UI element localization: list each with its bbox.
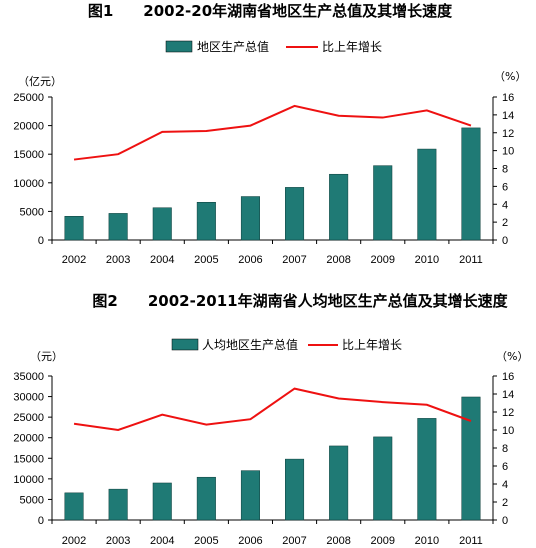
left-tick-label: 25000 (13, 92, 44, 104)
right-tick-label: 4 (502, 479, 508, 491)
bar-2002 (64, 216, 84, 241)
bar-2005 (196, 476, 216, 521)
bar-2009 (373, 165, 393, 241)
left-tick-label: 20000 (13, 433, 44, 445)
right-tick-label: 14 (502, 389, 514, 401)
right-tick-label: 0 (502, 515, 508, 527)
chart-title: 图1 2002-20年湖南省地区生产总值及其增长速度 (88, 2, 453, 20)
left-tick-label: 30000 (13, 392, 44, 404)
x-tick-label: 2008 (326, 254, 350, 266)
legend-bar-label: 地区生产总值 (197, 39, 269, 54)
legend: 人均地区生产总值 比上年增长 (171, 337, 402, 352)
legend-bar-swatch (165, 40, 193, 53)
right-axis-unit: （%） (496, 350, 528, 363)
right-tick-label: 2 (502, 217, 508, 229)
x-tick-label: 2005 (194, 535, 218, 547)
x-tick-label: 2010 (415, 254, 439, 266)
right-tick-label: 0 (502, 235, 508, 247)
bar-2010 (417, 148, 437, 241)
right-axis-unit: （%） (494, 70, 526, 83)
left-tick-label: 15000 (13, 149, 44, 161)
bar-2005 (196, 201, 216, 241)
x-tick-label: 2005 (194, 254, 218, 266)
left-tick-label: 0 (38, 515, 44, 527)
bar-2010 (417, 418, 437, 521)
x-tick-label: 2009 (371, 254, 395, 266)
bar-2007 (285, 187, 305, 241)
x-tick-label: 2002 (62, 535, 86, 547)
bar-2008 (329, 173, 349, 241)
left-tick-label: 0 (38, 235, 44, 247)
growth-line (73, 104, 472, 161)
legend: 地区生产总值 比上年增长 (165, 39, 382, 54)
right-tick-label: 8 (502, 443, 508, 455)
x-tick-label: 2007 (282, 254, 306, 266)
chart-gdp-per-capita: 图2 2002-2011年湖南省人均地区生产总值及其增长速度 （元） （%） 人… (13, 292, 528, 547)
chart-gdp: 图1 2002-20年湖南省地区生产总值及其增长速度 （亿元） （%） 地区生产… (13, 2, 526, 266)
x-tick-label: 2010 (415, 535, 439, 547)
x-tick-label: 2007 (282, 535, 306, 547)
right-tick-label: 10 (502, 146, 514, 158)
bar-2004 (152, 482, 172, 521)
x-tick-label: 2002 (62, 254, 86, 266)
right-tick-label: 8 (502, 164, 508, 176)
x-tick-label: 2011 (459, 254, 483, 266)
left-tick-label: 25000 (13, 412, 44, 424)
bar-2004 (152, 207, 172, 241)
x-tick-label: 2006 (238, 535, 262, 547)
left-axis-unit: （元） (30, 350, 63, 363)
right-tick-label: 16 (502, 371, 514, 383)
x-tick-label: 2009 (371, 535, 395, 547)
x-tick-label: 2004 (150, 535, 174, 547)
x-tick-label: 2003 (106, 254, 130, 266)
right-tick-label: 6 (502, 461, 508, 473)
left-axis-unit: （亿元） (18, 75, 62, 88)
left-tick-label: 10000 (13, 178, 44, 190)
bar-2006 (240, 470, 260, 521)
right-tick-label: 4 (502, 199, 508, 211)
left-tick-label: 10000 (13, 474, 44, 486)
right-tick-label: 2 (502, 497, 508, 509)
legend-bar-label: 人均地区生产总值 (202, 337, 298, 352)
legend-line-label: 比上年增长 (322, 40, 382, 54)
left-tick-label: 20000 (13, 121, 44, 133)
x-tick-label: 2003 (106, 535, 130, 547)
bar-2007 (285, 458, 305, 521)
right-tick-label: 16 (502, 92, 514, 104)
bar-2003 (108, 213, 128, 241)
growth-line (73, 387, 472, 432)
bar-2006 (240, 196, 260, 241)
right-tick-label: 6 (502, 181, 508, 193)
left-tick-label: 5000 (20, 494, 44, 506)
left-tick-label: 15000 (13, 453, 44, 465)
right-tick-label: 10 (502, 425, 514, 437)
chart-title: 图2 2002-2011年湖南省人均地区生产总值及其增长速度 (92, 292, 508, 310)
right-tick-label: 12 (502, 128, 514, 140)
left-tick-label: 5000 (20, 206, 44, 218)
right-tick-label: 12 (502, 407, 514, 419)
x-tick-label: 2004 (150, 254, 174, 266)
left-tick-label: 35000 (13, 371, 44, 383)
bar-2002 (64, 492, 84, 521)
x-tick-label: 2011 (459, 535, 483, 547)
bar-2011 (461, 127, 481, 241)
bar-2003 (108, 488, 128, 521)
x-tick-label: 2008 (326, 535, 350, 547)
bar-2009 (373, 436, 393, 521)
x-tick-label: 2006 (238, 254, 262, 266)
bar-2008 (329, 445, 349, 521)
right-tick-label: 14 (502, 110, 514, 122)
legend-line-label: 比上年增长 (342, 338, 402, 352)
legend-bar-swatch (171, 338, 199, 351)
bar-2011 (461, 396, 481, 521)
